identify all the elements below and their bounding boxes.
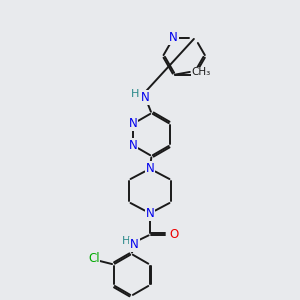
Text: N: N (141, 91, 150, 104)
Text: N: N (169, 31, 178, 44)
Text: N: N (129, 117, 137, 130)
Text: H: H (136, 91, 144, 101)
Text: N: N (130, 238, 139, 251)
Text: N: N (146, 207, 154, 220)
Text: N: N (146, 162, 154, 175)
Text: H: H (122, 236, 130, 246)
Text: N: N (129, 139, 137, 152)
Text: Cl: Cl (88, 252, 100, 265)
Text: H: H (131, 89, 139, 99)
Text: CH₃: CH₃ (191, 67, 211, 77)
Text: O: O (170, 228, 179, 241)
